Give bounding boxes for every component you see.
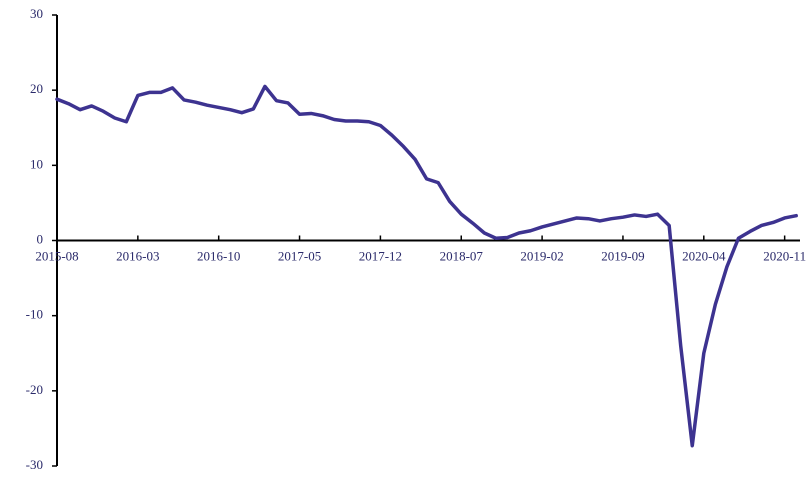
- x-tick-label: 2020-04: [682, 248, 726, 263]
- x-tick-label: 2015-08: [35, 248, 78, 263]
- x-tick-label: 2017-12: [359, 248, 402, 263]
- y-tick-label: 30: [30, 6, 43, 21]
- x-tick-label: 2019-02: [520, 248, 563, 263]
- y-tick-label: 10: [30, 156, 43, 171]
- x-tick-label: 2020-11: [763, 248, 806, 263]
- x-tick-label: 2016-10: [197, 248, 240, 263]
- y-tick-label: -10: [26, 307, 43, 322]
- y-tick-label: -30: [26, 457, 43, 472]
- x-tick-label: 2017-05: [278, 248, 321, 263]
- x-tick-label: 2018-07: [440, 248, 484, 263]
- x-tick-label: 2019-09: [601, 248, 644, 263]
- y-tick-label: 20: [30, 81, 43, 96]
- data-line: [55, 84, 798, 448]
- y-tick-label: 0: [37, 231, 44, 246]
- y-tick-label: -20: [26, 382, 43, 397]
- x-tick-label: 2016-03: [116, 248, 159, 263]
